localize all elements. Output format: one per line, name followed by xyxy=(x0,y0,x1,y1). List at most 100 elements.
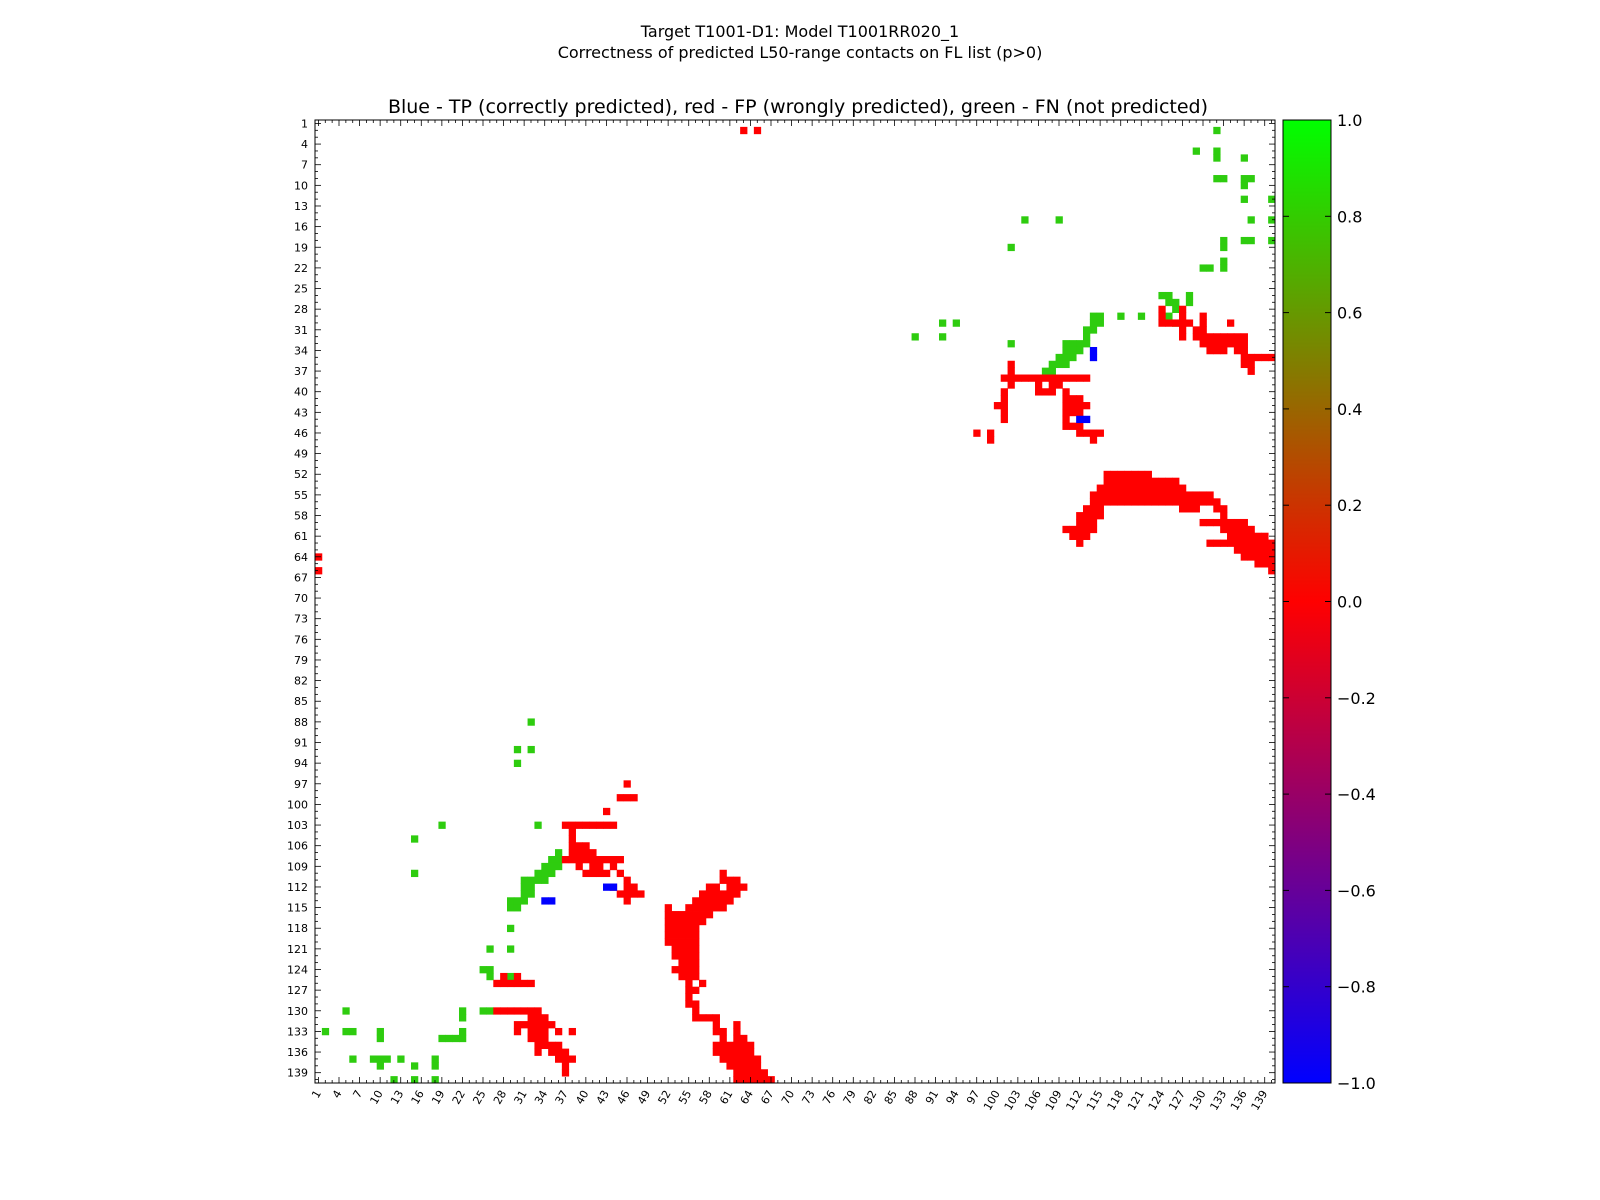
y-tick-label: 61 xyxy=(294,530,308,543)
cell-fp xyxy=(712,1027,720,1036)
cell-fp xyxy=(1240,360,1248,369)
cell-fp xyxy=(726,1055,734,1063)
cell-fp xyxy=(685,1000,693,1008)
cell-fn xyxy=(1137,312,1146,320)
cell-fp xyxy=(712,897,720,905)
cell-fn xyxy=(349,1027,357,1036)
cell-fp xyxy=(513,979,522,988)
cell-fp xyxy=(747,1069,755,1077)
cell-fp xyxy=(705,890,714,898)
cell-fp xyxy=(733,883,741,891)
cell-fp xyxy=(1137,477,1146,485)
cell-fn xyxy=(349,1055,357,1063)
axis-ticks xyxy=(315,120,1275,1083)
cell-fp xyxy=(1254,553,1262,561)
y-tick-label: 94 xyxy=(294,757,308,770)
cell-fp xyxy=(575,862,583,871)
cell-fp xyxy=(582,821,590,829)
cell-fp xyxy=(692,945,700,953)
cell-fp xyxy=(1083,518,1091,527)
cell-fp xyxy=(726,1048,734,1056)
cell-fp xyxy=(685,993,693,1001)
cell-fp xyxy=(692,897,700,905)
y-tick-label: 118 xyxy=(287,922,308,935)
y-tick-label: 34 xyxy=(294,344,308,357)
cell-fp xyxy=(1199,491,1207,499)
x-tick-label: 127 xyxy=(1166,1088,1188,1113)
cell-fp xyxy=(685,986,693,994)
cell-fp xyxy=(1062,408,1070,417)
cell-fp xyxy=(1192,505,1200,513)
cell-fn xyxy=(1247,175,1255,183)
cell-fp xyxy=(1076,402,1084,410)
x-tick-label: 133 xyxy=(1207,1088,1229,1113)
cell-fp xyxy=(1233,539,1242,547)
cell-tp xyxy=(1089,353,1098,362)
cell-fp xyxy=(527,979,535,988)
cell-fp xyxy=(1048,381,1056,389)
cell-fp xyxy=(685,972,693,981)
cell-fp xyxy=(685,979,693,988)
cell-fp xyxy=(740,883,748,891)
x-tick-label: 58 xyxy=(697,1088,715,1107)
cell-fp xyxy=(1076,374,1084,382)
cell-fn xyxy=(1240,195,1248,203)
cell-fn xyxy=(548,862,556,871)
cell-fp xyxy=(1227,319,1235,327)
cell-fp xyxy=(1000,374,1008,382)
cell-fn xyxy=(321,1027,330,1036)
cell-fn xyxy=(1172,298,1180,307)
cell-fp xyxy=(603,807,611,816)
cell-fn xyxy=(1247,236,1255,245)
cell-fp xyxy=(712,890,720,898)
cell-fp xyxy=(1233,346,1242,355)
cell-fn xyxy=(383,1055,391,1063)
cell-fn xyxy=(376,1055,384,1063)
cell-fp xyxy=(609,821,618,829)
cell-fp xyxy=(1179,319,1187,327)
cell-fp xyxy=(1096,498,1104,506)
colorbar-tick-label: −0.8 xyxy=(1337,978,1376,997)
cell-fp xyxy=(1131,484,1139,492)
cell-fp xyxy=(623,897,631,905)
cell-fp xyxy=(692,924,700,933)
cell-fp xyxy=(1137,470,1146,479)
cell-fp xyxy=(1076,532,1084,540)
cell-fp xyxy=(740,1034,748,1043)
cell-fn xyxy=(1165,291,1173,300)
cell-fp xyxy=(1220,539,1228,547)
cell-fp xyxy=(740,1076,748,1084)
cell-fp xyxy=(1240,525,1248,534)
cell-fp xyxy=(1083,512,1091,520)
y-tick-labels: 1 4 7 10 13 16 19 22 25 28 31 34 37 40 43 46 49 52 55 58 61 6… xyxy=(287,117,308,1079)
cell-fn xyxy=(459,1007,467,1015)
cell-fp xyxy=(699,917,707,926)
cell-fn xyxy=(513,897,522,905)
y-tick-label: 106 xyxy=(287,840,308,853)
cell-fp xyxy=(541,1027,549,1036)
cell-fp xyxy=(1268,353,1276,362)
cell-fp xyxy=(705,904,714,912)
cell-fp xyxy=(527,1027,535,1036)
cell-fp xyxy=(1131,498,1139,506)
cell-fn xyxy=(507,972,515,981)
cell-fp xyxy=(733,1021,741,1029)
cell-fp xyxy=(1137,491,1146,499)
x-tick-label: 82 xyxy=(861,1088,879,1107)
cell-fp xyxy=(582,849,590,857)
cell-fp xyxy=(1103,470,1111,479)
cell-fp xyxy=(1069,395,1077,403)
cell-fp xyxy=(678,959,686,967)
cell-fp xyxy=(1089,429,1098,437)
cell-fp xyxy=(1007,374,1015,382)
cell-fp xyxy=(1069,422,1077,430)
cell-fp xyxy=(561,856,570,864)
y-tick-label: 1 xyxy=(301,117,308,130)
cell-fp xyxy=(555,1055,563,1063)
cell-fp xyxy=(678,931,686,939)
cell-fp xyxy=(760,1076,768,1084)
cell-fp xyxy=(1117,470,1125,479)
cell-fp xyxy=(568,856,576,864)
cell-fp xyxy=(315,567,323,575)
cell-fp xyxy=(1096,429,1104,437)
